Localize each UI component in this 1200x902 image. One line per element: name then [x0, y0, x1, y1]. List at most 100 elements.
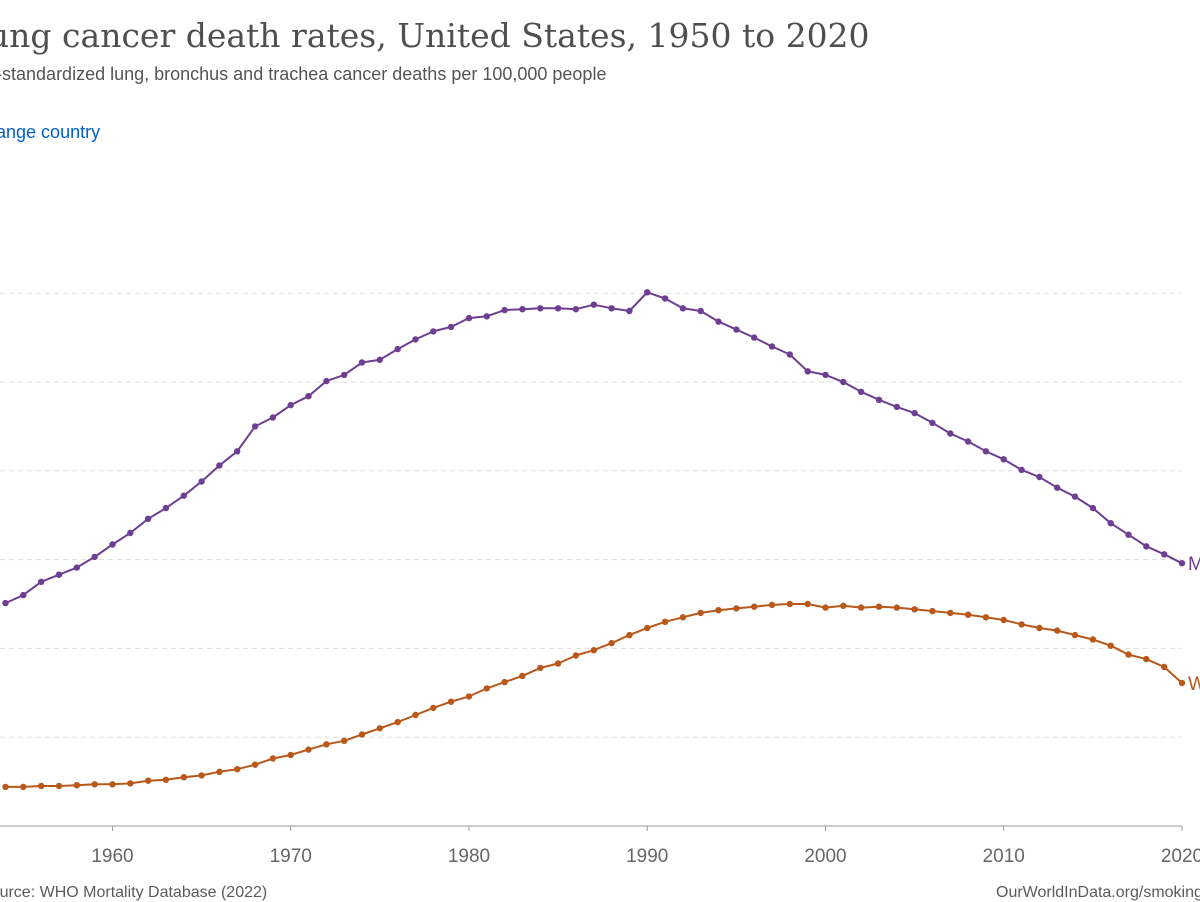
data-point[interactable] [875, 396, 883, 403]
data-point[interactable] [964, 438, 972, 445]
data-point[interactable] [893, 604, 900, 611]
data-point[interactable] [1054, 627, 1061, 634]
data-point[interactable] [1000, 456, 1007, 463]
data-point[interactable] [661, 618, 669, 625]
data-point[interactable] [358, 359, 366, 366]
data-point[interactable] [733, 605, 740, 612]
data-point[interactable] [501, 306, 508, 314]
data-point[interactable] [251, 761, 259, 768]
data-point[interactable] [465, 314, 473, 322]
data-point[interactable] [786, 351, 793, 358]
data-point[interactable] [715, 318, 722, 325]
data-point[interactable] [964, 611, 972, 618]
data-point[interactable] [251, 423, 259, 430]
data-point[interactable] [73, 564, 81, 571]
data-point[interactable] [590, 647, 597, 654]
data-point[interactable] [127, 780, 134, 787]
data-point[interactable] [875, 603, 883, 610]
data-point[interactable] [91, 553, 98, 561]
data-point[interactable] [2, 783, 9, 791]
data-point[interactable] [287, 401, 294, 409]
data-point[interactable] [840, 602, 847, 609]
data-point[interactable] [305, 393, 312, 400]
data-point[interactable] [1178, 679, 1186, 687]
data-point[interactable] [1089, 504, 1097, 512]
data-point[interactable] [1071, 631, 1079, 639]
data-point[interactable] [715, 607, 722, 614]
change-country-link[interactable]: Change country [0, 122, 101, 142]
data-point[interactable] [483, 313, 490, 320]
data-point[interactable] [554, 305, 562, 312]
data-point[interactable] [1036, 624, 1043, 632]
data-point[interactable] [198, 772, 205, 779]
data-point[interactable] [162, 776, 170, 783]
data-point[interactable] [144, 777, 152, 784]
data-point[interactable] [751, 603, 758, 610]
data-point[interactable] [287, 751, 294, 759]
data-point[interactable] [786, 600, 793, 608]
data-point[interactable] [519, 306, 526, 313]
data-point[interactable] [1125, 531, 1132, 538]
data-point[interactable] [412, 336, 419, 343]
data-point[interactable] [1054, 484, 1061, 491]
data-point[interactable] [911, 409, 918, 417]
data-point[interactable] [572, 306, 580, 313]
data-point[interactable] [1161, 551, 1168, 558]
data-point[interactable] [679, 305, 687, 312]
data-point[interactable] [929, 607, 936, 615]
data-point[interactable] [822, 604, 829, 611]
data-point[interactable] [430, 704, 437, 712]
data-point[interactable] [1107, 642, 1114, 649]
data-point[interactable] [608, 639, 615, 647]
data-point[interactable] [412, 711, 419, 719]
data-point[interactable] [982, 448, 990, 455]
data-point[interactable] [1143, 655, 1150, 663]
data-point[interactable] [91, 781, 98, 788]
data-point[interactable] [234, 448, 241, 455]
data-point[interactable] [430, 328, 437, 335]
data-point[interactable] [55, 571, 63, 578]
data-point[interactable] [180, 492, 187, 499]
data-point[interactable] [162, 504, 170, 512]
data-point[interactable] [38, 578, 45, 585]
data-point[interactable] [2, 599, 9, 607]
data-point[interactable] [358, 731, 366, 738]
data-point[interactable] [394, 345, 401, 353]
data-point[interactable] [447, 323, 455, 331]
data-point[interactable] [982, 614, 990, 621]
data-point[interactable] [234, 766, 241, 773]
data-point[interactable] [519, 672, 526, 680]
data-point[interactable] [198, 478, 205, 485]
data-point[interactable] [768, 343, 776, 350]
data-point[interactable] [73, 782, 81, 789]
data-point[interactable] [269, 755, 277, 762]
data-point[interactable] [1089, 636, 1097, 643]
data-point[interactable] [751, 334, 758, 341]
data-point[interactable] [20, 591, 27, 599]
data-point[interactable] [38, 782, 45, 790]
data-point[interactable] [537, 664, 544, 672]
source-url[interactable]: OurWorldInData.org/smoking [996, 884, 1200, 901]
data-point[interactable] [733, 326, 740, 333]
data-point[interactable] [109, 541, 116, 548]
data-point[interactable] [447, 698, 455, 705]
data-point[interactable] [1018, 621, 1025, 628]
data-point[interactable] [501, 678, 508, 686]
data-point[interactable] [376, 725, 383, 732]
data-point[interactable] [109, 781, 116, 788]
data-point[interactable] [127, 529, 134, 537]
data-point[interactable] [947, 430, 954, 437]
data-point[interactable] [376, 356, 383, 363]
data-point[interactable] [180, 774, 187, 781]
data-point[interactable] [465, 693, 473, 700]
data-point[interactable] [323, 377, 330, 385]
data-point[interactable] [1000, 616, 1007, 624]
series-line-women[interactable] [4, 603, 1183, 788]
data-point[interactable] [1125, 651, 1132, 658]
data-point[interactable] [305, 746, 312, 753]
data-point[interactable] [20, 783, 27, 791]
data-point[interactable] [644, 624, 651, 632]
data-point[interactable] [911, 606, 918, 613]
data-point[interactable] [697, 609, 704, 617]
data-point[interactable] [626, 631, 633, 639]
